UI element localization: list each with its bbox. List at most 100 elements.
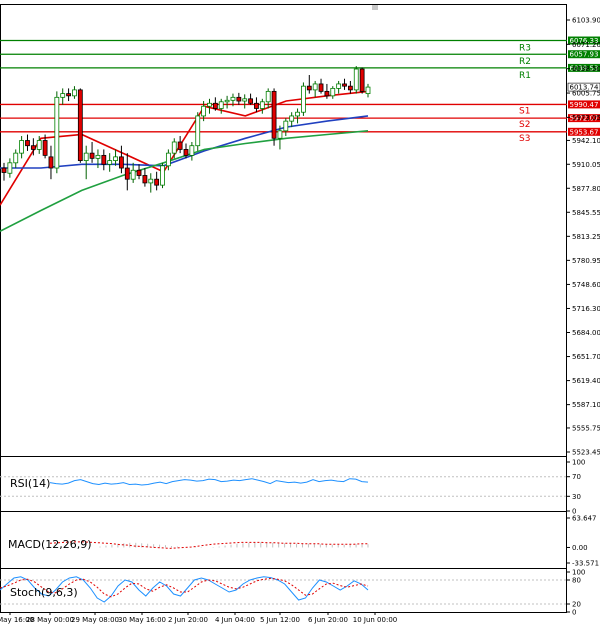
level-price-tag (568, 36, 600, 45)
moving-average-line (0, 130, 369, 233)
rsi-tick-label: 100 (572, 459, 585, 467)
time-tick-label: 28 May 00:00 (26, 616, 74, 624)
stoch-tick-label: 0 (572, 609, 576, 617)
candle-bullish (353, 68, 359, 91)
candle-bearish (359, 68, 365, 92)
candle-bullish (224, 99, 230, 103)
time-tick-label: 10 Jun 00:00 (353, 616, 397, 624)
level-name-s1: S1 (519, 106, 530, 116)
candle-bullish (265, 90, 271, 103)
candle-bearish (101, 154, 107, 165)
current-price-label: 6013.74 (570, 84, 599, 92)
candle-bearish (177, 141, 183, 150)
rsi-tick-label: 0 (572, 508, 576, 516)
candle-bearish (342, 83, 347, 87)
candle-bearish (119, 156, 124, 169)
candle-bearish (212, 102, 218, 109)
candle-bullish (130, 169, 136, 180)
level-price-label: 5953.67 (570, 128, 599, 136)
macd-tick-label: 63.647 (572, 515, 597, 523)
macd-tick-label: -33.571 (572, 560, 599, 568)
time-tick-label: 5 Jun 12:00 (260, 616, 300, 624)
candle-bullish (242, 98, 248, 102)
level-name-s3: S3 (519, 134, 530, 144)
candle-bullish (312, 83, 318, 91)
candle-bullish (113, 156, 118, 161)
candle-bullish (148, 178, 154, 184)
candle-bearish (318, 83, 324, 92)
candle-bullish (7, 162, 13, 174)
candle-bullish (207, 102, 212, 107)
candle-bullish (83, 152, 89, 161)
chart-shift-marker (372, 5, 378, 10)
candle-bearish (25, 140, 30, 147)
candle-bullish (160, 165, 165, 186)
candle-bullish (165, 152, 171, 167)
candle-bearish (236, 96, 242, 102)
time-tick-label: 2 Jun 20:00 (168, 616, 208, 624)
candle-bullish (289, 115, 295, 122)
price-tick-label: 5619.40 (572, 377, 600, 385)
moving-average-line (0, 90, 369, 206)
candle-bearish (306, 85, 312, 91)
price-tick-label: 5523.45 (572, 449, 600, 457)
price-tick-label: 5651.70 (572, 353, 600, 361)
price-tick-label: 5780.95 (572, 257, 600, 265)
candle-bullish (54, 96, 60, 169)
level-price-tag (568, 50, 600, 59)
candle-bullish (230, 96, 236, 101)
macd-tick-label: 0.00 (572, 544, 588, 552)
candle-bullish (13, 152, 19, 164)
time-tick-label: 30 May 16:00 (118, 616, 166, 624)
candle-bearish (154, 178, 160, 186)
level-price-tag (568, 114, 600, 123)
level-price-tag (568, 127, 600, 136)
level-price-label: 5990.47 (570, 101, 599, 109)
candle-bearish (30, 145, 36, 150)
candle-bearish (89, 152, 95, 159)
candle-bullish (195, 115, 201, 147)
candle-bullish (336, 83, 342, 89)
time-tick-label: 6 Jun 20:00 (308, 616, 348, 624)
time-tick-label: 27 May 16:00 (0, 616, 34, 624)
candle-bearish (48, 156, 54, 169)
candle-bearish (42, 140, 48, 156)
price-tick-label: 6005.75 (572, 90, 600, 98)
candle-bearish (124, 167, 130, 180)
price-tick-label: 5748.60 (572, 281, 600, 289)
level-name-r1: R1 (519, 71, 531, 81)
price-tick-label: 5845.55 (572, 209, 600, 217)
candle-bullish (60, 93, 66, 98)
candle-bearish (77, 89, 83, 161)
level-price-tag (568, 63, 600, 72)
stoch-tick-label: 80 (572, 577, 581, 585)
candle-bullish (72, 89, 77, 97)
current-price-tag (567, 82, 600, 92)
level-price-label: 6076.33 (570, 37, 599, 45)
rsi-label: RSI(14) (10, 477, 50, 490)
level-name-r3: R3 (519, 44, 531, 54)
time-tick-label: 29 May 08:00 (71, 616, 119, 624)
candle-bullish (259, 101, 265, 109)
candle-bearish (248, 98, 253, 104)
candle-bullish (95, 154, 101, 159)
candle-bullish (19, 140, 25, 154)
candle-bullish (201, 105, 207, 117)
price-tick-label: 5716.30 (572, 305, 600, 313)
price-tick-label: 6038.50 (572, 65, 600, 73)
candle-bullish (189, 145, 195, 156)
price-tick-label: 6103.90 (572, 17, 600, 25)
candle-bullish (36, 140, 42, 150)
price-tick-label: 5587.10 (572, 401, 600, 409)
stoch-d-line (0, 577, 369, 598)
price-tick-label: 5877.80 (572, 185, 600, 193)
level-price-label: 6039.53 (570, 64, 599, 72)
candle-bearish (324, 90, 330, 97)
stoch-tick-label: 20 (572, 601, 581, 609)
candle-bullish (277, 130, 283, 139)
candle-bearish (136, 169, 142, 176)
candle-bullish (301, 85, 306, 113)
candle-bearish (142, 175, 148, 184)
